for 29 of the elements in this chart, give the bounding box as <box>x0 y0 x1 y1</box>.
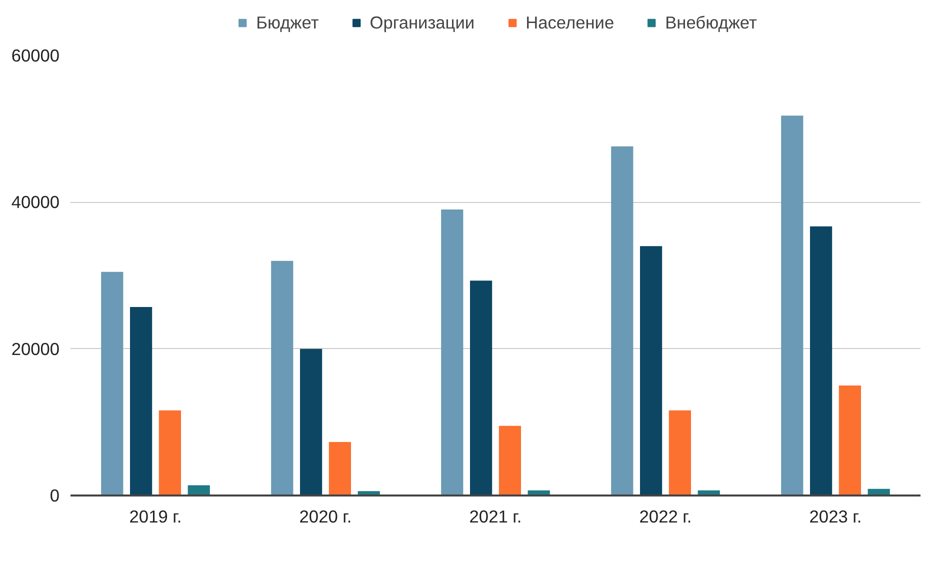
legend-label: Бюджет <box>256 12 319 33</box>
bar <box>188 485 210 496</box>
bar <box>781 116 804 496</box>
bar <box>838 386 861 496</box>
bar <box>271 260 294 496</box>
y-tick-label: 20000 <box>11 338 60 359</box>
bar <box>130 307 152 496</box>
bar <box>300 348 322 496</box>
x-tick-label: 2023 г. <box>809 506 862 526</box>
bar <box>470 280 492 496</box>
legend-label: Население <box>526 12 614 33</box>
bar <box>441 210 464 496</box>
bar <box>810 226 832 496</box>
bar <box>158 410 181 496</box>
y-tick-label: 60000 <box>11 46 60 66</box>
bar <box>668 410 691 496</box>
x-tick-label: 2022 г. <box>639 506 692 526</box>
x-tick-label: 2019 г. <box>129 506 182 526</box>
x-tick-label: 2020 г. <box>299 506 352 526</box>
y-tick-label: 40000 <box>11 192 60 212</box>
bar <box>640 246 662 496</box>
bar <box>328 442 351 496</box>
y-tick-label: 0 <box>50 486 60 506</box>
bar <box>498 426 521 496</box>
bar <box>101 272 124 496</box>
x-tick-label: 2021 г. <box>469 506 522 526</box>
bar <box>611 146 634 496</box>
legend-label: Организации <box>370 12 475 33</box>
legend-label: Внебюджет <box>665 12 757 33</box>
